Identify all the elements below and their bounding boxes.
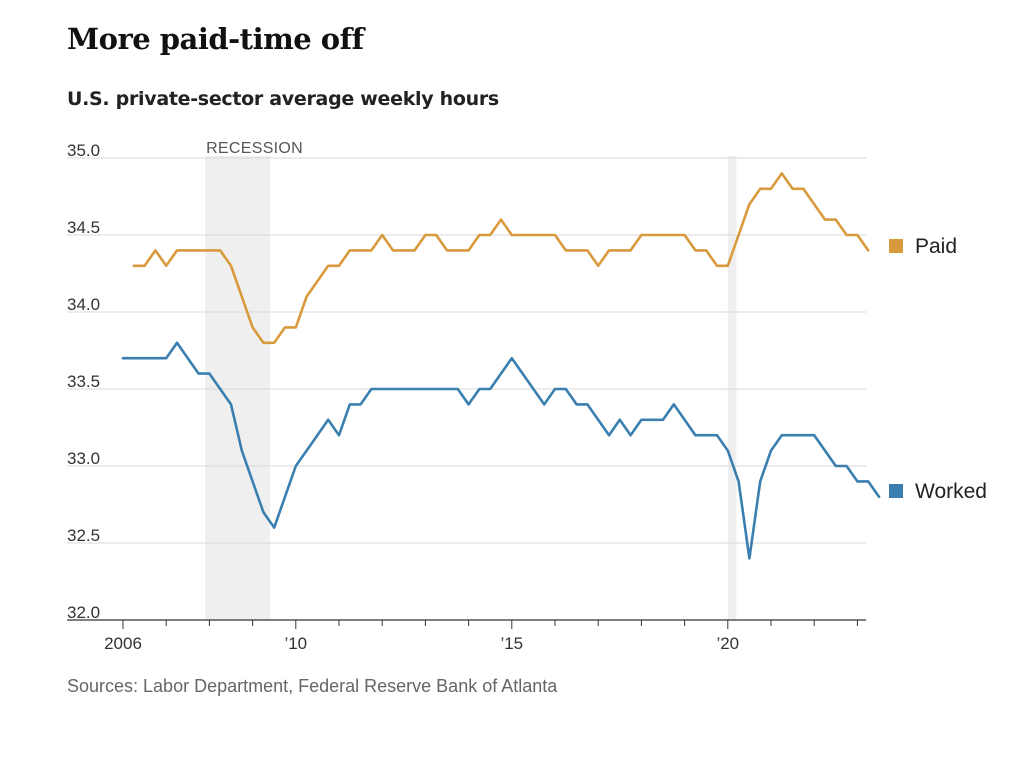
recession-label: RECESSION	[206, 140, 303, 157]
x-tick-label: ’15	[500, 634, 523, 653]
y-tick-label: 33.0	[67, 449, 100, 468]
recession-band	[727, 156, 737, 620]
recession-band	[205, 156, 270, 620]
y-tick-label: 35.0	[67, 141, 100, 160]
series-line-worked	[121, 341, 881, 560]
chart-title: More paid-time off	[67, 22, 364, 56]
x-tick-label: ’20	[716, 634, 739, 653]
x-tick-label: 2006	[104, 634, 142, 653]
source-note: Sources: Labor Department, Federal Reser…	[67, 676, 558, 696]
legend-label-paid: Paid	[915, 235, 957, 258]
series-line-paid	[132, 172, 870, 345]
y-tick-label: 32.5	[67, 526, 100, 545]
y-tick-label: 33.5	[67, 372, 100, 391]
legend-label-worked: Worked	[915, 480, 987, 503]
y-tick-label: 32.0	[67, 603, 100, 622]
y-tick-label: 34.5	[67, 218, 100, 237]
y-tick-label: 34.0	[67, 295, 100, 314]
x-tick-label: ’10	[284, 634, 307, 653]
legend-swatch-worked	[889, 484, 903, 498]
legend-swatch-paid	[889, 239, 903, 253]
chart-subtitle: U.S. private-sector average weekly hours	[67, 88, 499, 110]
